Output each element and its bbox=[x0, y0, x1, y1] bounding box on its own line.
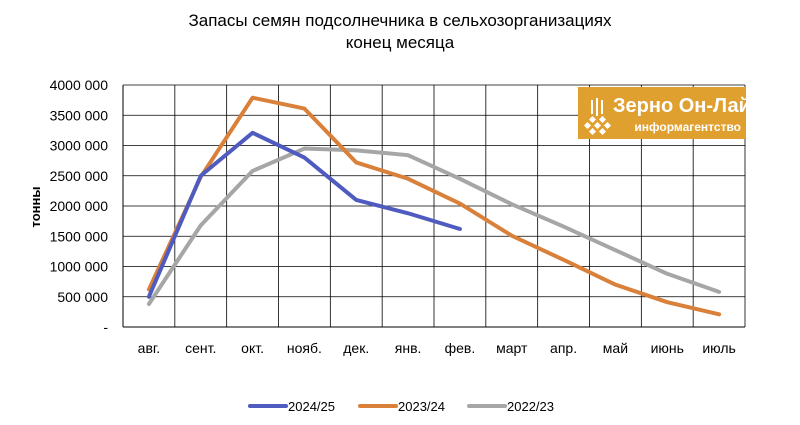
logo-grain-icon bbox=[583, 98, 612, 136]
x-tick-label: янв. bbox=[395, 340, 422, 356]
logo-sub-text: информагентство bbox=[634, 120, 741, 134]
series-line-2022-23 bbox=[146, 146, 722, 307]
chart-title-line-1: Запасы семян подсолнечника в сельхозорга… bbox=[188, 11, 612, 30]
logo: Зерно Он-Лайн информагентство bbox=[578, 87, 763, 139]
logo-background bbox=[578, 87, 746, 139]
series-line-2023-24 bbox=[146, 95, 722, 317]
x-tick-label: дек. bbox=[343, 340, 369, 356]
series bbox=[146, 95, 722, 317]
legend-label: 2022/23 bbox=[507, 399, 554, 414]
legend: 2024/25 2023/24 2022/23 bbox=[248, 399, 554, 414]
y-tick-label: 1500 000 bbox=[50, 228, 109, 244]
y-tick-label: - bbox=[103, 319, 108, 335]
chart-title: Запасы семян подсолнечника в сельхозорга… bbox=[188, 11, 612, 52]
x-tick-label: май bbox=[603, 340, 628, 356]
x-tick-label: нояб. bbox=[287, 340, 322, 356]
logo-main-text: Зерно Он-Лайн bbox=[613, 95, 763, 117]
y-tick-labels: - 500 000 1000 000 1500 000 2000 000 2500 000… bbox=[50, 77, 109, 335]
x-tick-label: июль bbox=[702, 340, 735, 356]
x-tick-label: авг. bbox=[138, 340, 161, 356]
y-tick-label: 1000 000 bbox=[50, 259, 109, 275]
x-tick-label: июнь bbox=[651, 340, 684, 356]
x-tick-label: апр. bbox=[550, 340, 577, 356]
x-tick-label: сент. bbox=[185, 340, 216, 356]
legend-label: 2024/25 bbox=[288, 399, 335, 414]
x-tick-label: фев. bbox=[445, 340, 476, 356]
y-tick-label: 500 000 bbox=[57, 289, 108, 305]
series-line-2024-25 bbox=[146, 130, 462, 299]
y-tick-label: 2500 000 bbox=[50, 168, 109, 184]
chart-title-line-2: конец месяца bbox=[346, 33, 455, 52]
y-axis-label: тонны bbox=[28, 187, 43, 228]
y-tick-label: 3500 000 bbox=[50, 107, 109, 123]
y-tick-label: 4000 000 bbox=[50, 77, 109, 93]
y-tick-label: 2000 000 bbox=[50, 198, 109, 214]
x-tick-label: март bbox=[496, 340, 528, 356]
legend-label: 2023/24 bbox=[398, 399, 445, 414]
x-tick-label: окт. bbox=[241, 340, 264, 356]
y-tick-label: 3000 000 bbox=[50, 138, 109, 154]
x-tick-labels: авг. сент. окт. нояб. дек. янв. фев. март апр. ма… bbox=[138, 340, 736, 356]
